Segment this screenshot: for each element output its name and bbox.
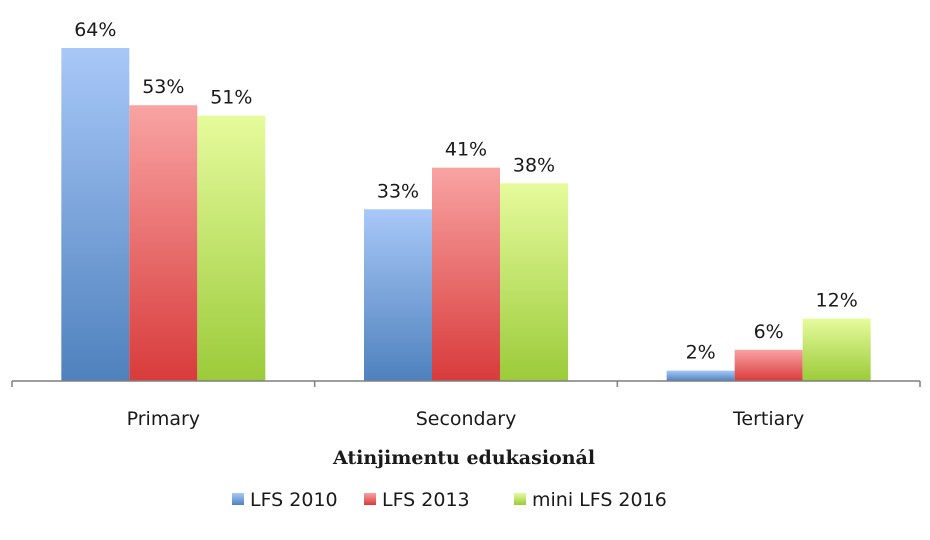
bar-lfs-2010-tertiary	[666, 370, 735, 381]
category-label-tertiary: Tertiary	[732, 408, 804, 430]
bar-mini-lfs-2016-secondary	[500, 183, 568, 381]
legend-label-lfs-2010: LFS 2010	[250, 489, 338, 511]
legend-label-mini-lfs-2016: mini LFS 2016	[532, 489, 667, 511]
bar-lfs-2010-primary	[61, 48, 130, 381]
legend-swatch-lfs-2010	[232, 493, 244, 505]
legend-label-lfs-2013: LFS 2013	[382, 489, 470, 511]
legend-swatch-mini-lfs-2016	[514, 493, 526, 505]
data-label-lfs-2013-secondary: 41%	[445, 139, 487, 161]
x-ticks-layer	[11, 381, 921, 387]
bar-lfs-2013-tertiary	[734, 349, 803, 381]
x-axis-title: Atinjimentu edukasionál	[332, 447, 595, 469]
bar-mini-lfs-2016-primary	[197, 115, 266, 381]
category-labels-layer: Primary Secondary Tertiary	[127, 408, 805, 430]
data-label-lfs-2010-tertiary: 2%	[686, 342, 716, 364]
bar-lfs-2010-secondary	[364, 209, 432, 381]
data-labels-layer: 64% 53% 51% 33% 41% 38% 2% 6% 12%	[74, 19, 858, 364]
legend: LFS 2010 LFS 2013 mini LFS 2016	[232, 489, 667, 511]
category-label-primary: Primary	[127, 408, 200, 430]
bar-lfs-2013-primary	[129, 105, 198, 381]
data-label-lfs-2010-primary: 64%	[74, 19, 116, 41]
data-label-lfs-2013-tertiary: 6%	[754, 321, 784, 343]
data-label-mini-lfs-2016-primary: 51%	[210, 87, 252, 109]
data-label-mini-lfs-2016-secondary: 38%	[513, 154, 555, 176]
data-label-lfs-2013-primary: 53%	[142, 76, 184, 98]
bar-lfs-2013-secondary	[432, 167, 500, 381]
data-label-lfs-2010-secondary: 33%	[377, 180, 419, 202]
bar-mini-lfs-2016-tertiary	[802, 318, 871, 381]
category-label-secondary: Secondary	[416, 408, 517, 430]
data-label-mini-lfs-2016-tertiary: 12%	[816, 290, 858, 312]
bars-layer	[61, 48, 871, 381]
legend-swatch-lfs-2013	[364, 493, 376, 505]
